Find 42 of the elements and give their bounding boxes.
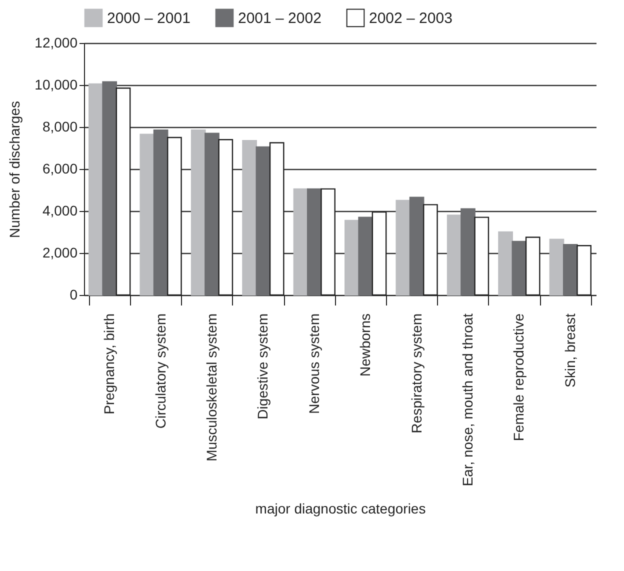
y-tick-label: 0: [70, 286, 78, 302]
bar: [344, 220, 360, 296]
bar: [153, 130, 168, 296]
x-tick-label: Digestive system: [254, 314, 271, 420]
y-tick-label: 10,000: [34, 76, 78, 92]
bar: [102, 81, 118, 296]
bar: [549, 238, 564, 296]
bar: [409, 196, 424, 296]
x-tick-label: Nervous system: [306, 314, 322, 414]
bar: [190, 130, 206, 296]
bar: [498, 231, 513, 296]
y-axis-title: Number of discharges: [6, 101, 23, 238]
y-tick-label: 8,000: [42, 118, 78, 134]
bar: [306, 188, 322, 296]
x-axis-title: major diagnostic categories: [255, 500, 426, 516]
x-tick-label: Ear, nose, mouth and throat: [460, 313, 476, 486]
bar: [562, 244, 578, 296]
x-tick-label: Skin, breast: [562, 313, 578, 388]
y-tick-label: 4,000: [42, 202, 78, 218]
bar: [256, 146, 271, 296]
y-tick-label: 6,000: [42, 160, 78, 176]
legend-label: 2000 – 2001: [107, 10, 190, 27]
x-tick-label: Newborns: [357, 314, 374, 377]
x-tick-label: Circulatory system: [152, 314, 168, 429]
x-tick-label: Female reproductive: [510, 313, 527, 442]
bar: [204, 132, 220, 296]
legend-label: 2001 – 2002: [238, 10, 322, 27]
bar: [446, 214, 462, 296]
bar: [396, 200, 411, 296]
bar: [512, 240, 527, 296]
x-tick-label: Musculoskeletal system: [204, 314, 220, 462]
x-tick-label: Pregnancy, birth: [101, 314, 118, 414]
x-tick-label: Respiratory system: [408, 314, 424, 434]
bar: [460, 208, 476, 296]
y-tick-label: 12,000: [34, 34, 78, 50]
y-tick-label: 2,000: [42, 244, 78, 260]
bar: [242, 140, 257, 296]
bar: [140, 134, 155, 296]
bar: [88, 83, 104, 296]
bar: [358, 216, 374, 296]
legend-label: 2002 – 2003: [369, 10, 452, 27]
bar: [293, 188, 308, 296]
